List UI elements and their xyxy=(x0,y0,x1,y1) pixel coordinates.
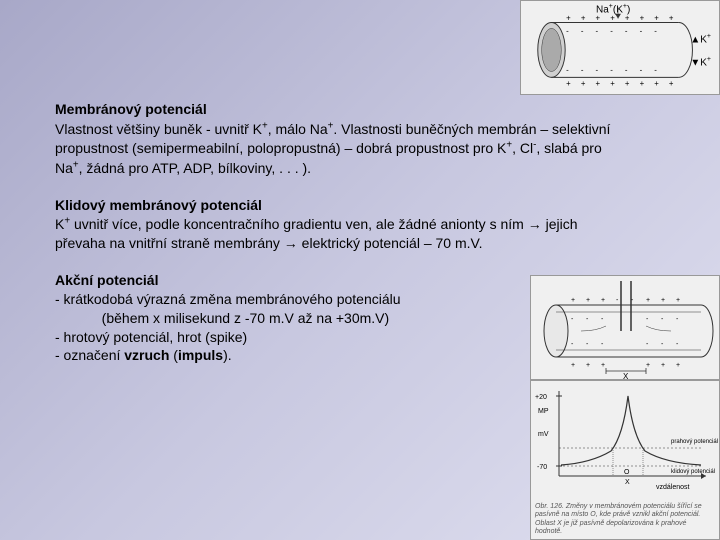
svg-text:O: O xyxy=(624,469,630,476)
fig-top-label: Na+(K+) xyxy=(596,3,630,15)
spike-svg: +20 MP mV -70 X O vzdálenost prahový pot… xyxy=(531,381,720,496)
svg-text:+: + xyxy=(586,362,590,369)
k-up-label: ▲K+ xyxy=(690,33,711,45)
section-resting-potential: Klidový membránový potenciál K+ uvnitř v… xyxy=(55,196,615,253)
section3-last: - označení vzruch (impuls). xyxy=(55,347,232,363)
cylinder-mid-svg: ++ +- -+ ++ ++ ++ ++ -- -- -- -- -- -- X xyxy=(531,276,720,381)
svg-text:vzdálenost: vzdálenost xyxy=(656,484,690,491)
svg-text:+: + xyxy=(661,362,665,369)
svg-text:+: + xyxy=(654,79,659,88)
svg-text:klidový potenciál: klidový potenciál xyxy=(671,469,715,475)
svg-text:-: - xyxy=(586,316,589,323)
svg-text:-: - xyxy=(646,316,649,323)
svg-text:+: + xyxy=(566,14,571,23)
figure-cylinder-mid: ++ +- -+ ++ ++ ++ ++ -- -- -- -- -- -- X xyxy=(530,275,720,380)
svg-text:+: + xyxy=(601,362,605,369)
svg-text:+: + xyxy=(596,79,601,88)
svg-text:-: - xyxy=(616,297,619,304)
svg-text:+: + xyxy=(654,14,659,23)
svg-text:-: - xyxy=(566,26,569,35)
svg-text:-70: -70 xyxy=(537,464,547,471)
svg-text:+: + xyxy=(661,297,665,304)
svg-text:-: - xyxy=(654,26,657,35)
svg-text:-: - xyxy=(581,65,584,74)
svg-text:+: + xyxy=(640,79,645,88)
svg-text:-: - xyxy=(625,65,628,74)
svg-text:-: - xyxy=(640,65,643,74)
svg-text:-: - xyxy=(596,65,599,74)
svg-text:+20: +20 xyxy=(535,394,547,401)
svg-text:-: - xyxy=(566,65,569,74)
svg-text:-: - xyxy=(610,65,613,74)
k-down-label: ▼K+ xyxy=(690,56,711,68)
svg-text:-: - xyxy=(646,341,649,348)
svg-text:+: + xyxy=(676,297,680,304)
section2-title: Klidový membránový potenciál xyxy=(55,197,262,213)
svg-text:+: + xyxy=(610,79,615,88)
section1-body: Vlastnost většiny buněk - uvnitř K+, mál… xyxy=(55,121,610,176)
svg-text:-: - xyxy=(625,26,628,35)
svg-text:-: - xyxy=(676,316,679,323)
svg-text:+: + xyxy=(640,14,645,23)
section-membrane-potential: Membránový potenciál Vlastnost většiny b… xyxy=(55,100,615,178)
svg-text:+: + xyxy=(581,14,586,23)
svg-text:prahový potenciál: prahový potenciál xyxy=(671,439,718,445)
section3-title: Akční potenciál xyxy=(55,272,158,288)
svg-text:+: + xyxy=(566,79,571,88)
svg-text:MP: MP xyxy=(538,408,549,415)
svg-text:-: - xyxy=(601,341,604,348)
svg-text:-: - xyxy=(640,26,643,35)
svg-text:+: + xyxy=(601,297,605,304)
svg-text:+: + xyxy=(646,297,650,304)
svg-text:+: + xyxy=(669,79,674,88)
svg-text:-: - xyxy=(631,297,634,304)
figure-caption: Obr. 126. Změny v membránovém potenciálu… xyxy=(531,501,719,539)
svg-text:-: - xyxy=(601,316,604,323)
svg-text:+: + xyxy=(646,362,650,369)
svg-text:+: + xyxy=(586,297,590,304)
svg-text:X: X xyxy=(625,479,630,486)
svg-text:-: - xyxy=(596,26,599,35)
svg-text:-: - xyxy=(661,316,664,323)
svg-text:+: + xyxy=(571,297,575,304)
svg-text:-: - xyxy=(586,341,589,348)
svg-text:-: - xyxy=(571,341,574,348)
section3-line1: (během x milisekund z -70 m.V až na +30m… xyxy=(55,310,389,326)
svg-text:+: + xyxy=(571,362,575,369)
figure-spike-graph: +20 MP mV -70 X O vzdálenost prahový pot… xyxy=(530,380,720,540)
section1-title: Membránový potenciál xyxy=(55,101,207,117)
svg-text:mV: mV xyxy=(538,431,549,438)
section3-line2: - hrotový potenciál, hrot (spike) xyxy=(55,329,247,345)
svg-text:-: - xyxy=(610,26,613,35)
svg-text:+: + xyxy=(669,14,674,23)
svg-text:-: - xyxy=(654,65,657,74)
svg-text:-: - xyxy=(661,341,664,348)
svg-text:-: - xyxy=(571,316,574,323)
section2-body: K+ uvnitř více, podle koncentračního gra… xyxy=(55,216,577,251)
svg-text:-: - xyxy=(676,341,679,348)
figure-cylinder-top: Na+(K+) ++ ++ ++ ++ ++ ++ ++ ++ -- -- --… xyxy=(520,0,720,95)
svg-text:-: - xyxy=(581,26,584,35)
svg-text:+: + xyxy=(625,79,630,88)
svg-text:+: + xyxy=(581,79,586,88)
section3-line0: - krátkodobá výrazná změna membránového … xyxy=(55,291,401,307)
svg-text:+: + xyxy=(676,362,680,369)
